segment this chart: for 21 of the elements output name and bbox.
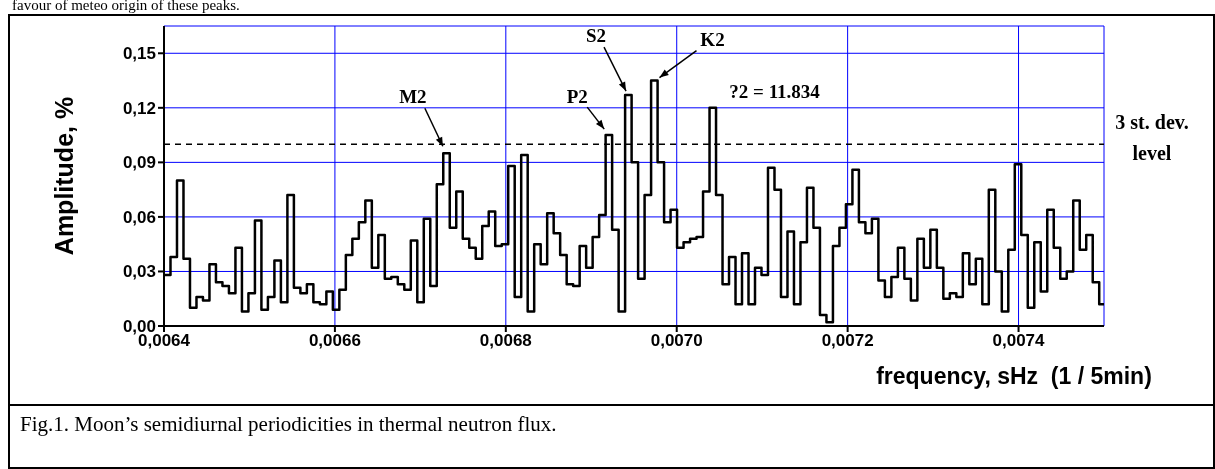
x-tick-label: 0,0074 [992,331,1046,351]
x-tick-label: 0,0070 [650,331,703,351]
text: favour of meteo origin of these peaks. [12,0,240,13]
x-axis-title: frequency, sHz (1 / 5min) [876,363,1152,389]
y-tick-label: 0,09 [122,153,156,173]
x-tick-label: 0,0068 [479,331,532,351]
ref-line-label: 3 st. dev. level [1115,111,1189,165]
y-tick-label: 0,12 [122,98,156,118]
y-tick-label: 0,06 [122,207,156,227]
annotation: P2 [566,85,588,107]
y-tick-label: 0,03 [122,262,156,282]
y-tick-label: 0,15 [122,44,156,64]
annotation: K2 [700,29,725,51]
x-tick-label: 0,0066 [308,331,361,351]
annotation: S2 [585,24,607,46]
x-tick-label: 0,0064 [138,331,191,351]
annotation: ?2 = 11.834 [729,81,821,103]
y-axis-title: Amplitude, % [50,96,78,256]
x-tick-label: 0,0072 [821,331,874,351]
annotation: M2 [399,85,427,107]
caption: Fig.1. Moon’s semidiurnal periodicities in thermal neutron flux. [20,412,557,437]
